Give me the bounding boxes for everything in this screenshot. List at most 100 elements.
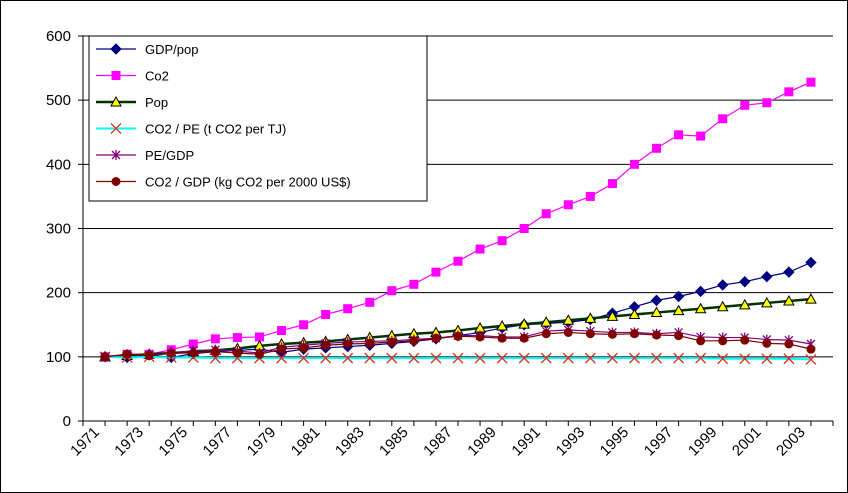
data-point — [695, 352, 707, 364]
data-point — [629, 352, 640, 364]
x-tick-label: 1973 — [111, 424, 147, 460]
data-point — [673, 352, 685, 364]
legend: GDP/pop Co2 Pop CO2 / PE (t CO2 per TJ) PE/G… — [88, 35, 428, 202]
y-tick-labels: 0 100 200 300 400 500 600 — [46, 28, 71, 430]
y-tick-label: 400 — [46, 156, 71, 173]
data-point — [365, 297, 375, 307]
legend-label: CO2 / GDP (kg CO2 per 2000 US$) — [145, 175, 351, 190]
data-point — [299, 343, 309, 353]
data-point — [364, 352, 376, 364]
data-point — [496, 320, 508, 331]
legend-marker — [110, 95, 122, 107]
data-point — [629, 159, 639, 169]
legend-entry: Pop — [96, 95, 168, 110]
data-point — [144, 351, 154, 361]
data-point — [694, 302, 707, 314]
data-point — [783, 294, 795, 306]
data-point — [738, 298, 751, 310]
data-point — [386, 352, 398, 364]
data-point — [408, 352, 420, 364]
data-point — [672, 290, 685, 303]
data-point — [805, 256, 817, 269]
data-point — [762, 338, 772, 348]
x-tick-label: 1977 — [200, 424, 236, 460]
data-point — [739, 353, 751, 365]
data-point — [387, 337, 397, 347]
data-point — [783, 353, 795, 365]
data-point — [672, 304, 685, 316]
legend-entry: CO2 / PE (t CO2 per TJ) — [96, 122, 286, 137]
x-tick-label: 1993 — [553, 424, 589, 460]
data-point — [496, 352, 508, 364]
data-point — [806, 344, 816, 354]
data-point — [518, 318, 531, 329]
data-point — [431, 333, 441, 343]
data-point — [563, 327, 573, 337]
data-point — [694, 285, 707, 298]
y-tick-label: 500 — [46, 92, 71, 109]
legend-marker — [111, 177, 121, 186]
data-point — [100, 352, 110, 362]
y-tick-label: 100 — [46, 349, 71, 366]
data-point — [628, 308, 641, 319]
y-tick-label: 0 — [63, 413, 71, 430]
data-point — [541, 209, 551, 219]
data-point — [276, 352, 287, 364]
data-point — [806, 77, 816, 87]
data-point — [166, 348, 176, 358]
x-tick-label: 1995 — [597, 424, 633, 460]
x-tick-label: 2003 — [773, 424, 809, 460]
data-point — [320, 352, 332, 364]
x-tick-label: 1985 — [376, 424, 412, 460]
data-point — [277, 344, 287, 354]
data-point — [584, 352, 596, 364]
series-x — [99, 351, 817, 365]
data-point — [718, 336, 728, 346]
data-point — [254, 332, 264, 342]
data-point — [540, 352, 552, 364]
data-point — [696, 336, 706, 346]
data-point — [762, 98, 772, 108]
data-point — [122, 349, 132, 359]
data-point — [584, 312, 597, 323]
data-point — [232, 333, 242, 343]
x-tick-label: 1989 — [464, 424, 500, 460]
data-point — [650, 294, 663, 307]
data-point — [717, 353, 729, 365]
data-point — [674, 130, 684, 140]
data-point — [210, 347, 220, 357]
x-tick-label: 1991 — [508, 424, 544, 460]
y-tick-label: 600 — [46, 28, 71, 45]
series-circle — [100, 327, 816, 362]
legend-marker — [111, 150, 121, 160]
legend-entry: Co2 — [96, 69, 169, 84]
data-point — [475, 244, 485, 254]
data-point — [430, 352, 442, 364]
series-lines — [99, 77, 817, 365]
data-point — [740, 100, 750, 110]
data-point — [629, 329, 639, 339]
data-point — [563, 200, 573, 210]
legend-marker — [110, 123, 122, 134]
data-point — [761, 353, 773, 365]
legend-box — [88, 35, 428, 202]
data-point — [210, 334, 220, 344]
data-point — [343, 304, 353, 314]
data-point — [497, 333, 507, 343]
legend-label: CO2 / PE (t CO2 per TJ) — [145, 122, 286, 137]
data-point — [254, 349, 264, 359]
axes — [78, 35, 834, 426]
data-point — [562, 314, 575, 325]
x-tick-label: 1979 — [244, 424, 280, 460]
x-tick-label: 1971 — [67, 424, 103, 460]
data-point — [342, 352, 354, 364]
data-point — [606, 310, 619, 321]
legend-marker — [110, 43, 122, 55]
data-point — [716, 300, 729, 312]
data-point — [607, 179, 617, 189]
data-point — [674, 331, 684, 341]
x-tick-label: 2001 — [729, 424, 765, 460]
y-tick-label: 300 — [46, 221, 71, 238]
data-point — [277, 326, 287, 336]
